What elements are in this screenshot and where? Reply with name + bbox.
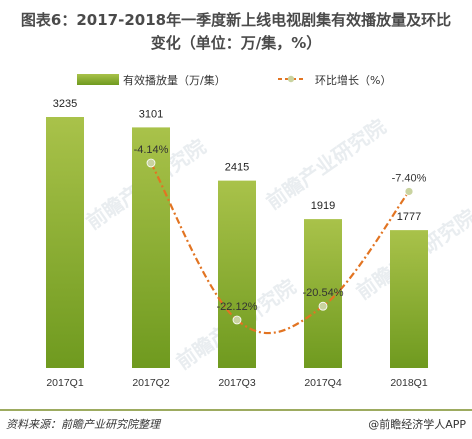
footer-brand: @前瞻经济学人APP (368, 417, 466, 431)
bar-value-label: 2415 (225, 162, 249, 174)
growth-marker-2017Q2 (146, 158, 156, 168)
legend-bar-swatch (77, 74, 119, 85)
growth-marker-2017Q4 (318, 301, 328, 311)
data-labels: 3235 3101 2415 1919 1777 -4.14% -22.12% -20.54%… (53, 98, 427, 313)
growth-value-label: -7.40% (392, 172, 427, 184)
legend-line-label: 环比增长（%） (315, 73, 391, 87)
x-tick-label: 2018Q1 (390, 377, 428, 389)
legend: 有效播放量（万/集） 环比增长（%） (77, 73, 391, 87)
bars (46, 117, 428, 368)
growth-value-label: -20.54% (303, 287, 344, 299)
bar-value-label: 3101 (139, 108, 163, 120)
growth-value-label: -4.14% (134, 144, 169, 156)
growth-line (146, 158, 414, 335)
bar-2017Q1 (46, 117, 84, 368)
x-axis: 2017Q1 2017Q2 2017Q3 2017Q4 2018Q1 (46, 377, 428, 389)
legend-line-marker (287, 75, 295, 83)
legend-bar-label: 有效播放量（万/集） (123, 73, 226, 87)
chart-title-line-1: 图表6：2017-2018年一季度新上线电视剧集有效播放量及环比 (21, 11, 451, 29)
bar-value-label: 1777 (397, 211, 421, 223)
growth-marker-2017Q3 (232, 315, 242, 325)
x-tick-label: 2017Q2 (132, 377, 170, 389)
footer-source: 资料来源：前瞻产业研究院整理 (6, 418, 162, 431)
bar-value-label: 1919 (311, 200, 335, 212)
x-tick-label: 2017Q4 (304, 377, 342, 389)
bar-value-label: 3235 (53, 98, 77, 110)
bar-2017Q4 (304, 219, 342, 368)
x-tick-label: 2017Q3 (218, 377, 256, 389)
growth-value-label: -22.12% (217, 301, 258, 313)
growth-line-path (150, 162, 410, 335)
bar-2017Q3 (218, 180, 256, 368)
bar-2017Q2 (132, 127, 170, 368)
chart-title-line-2: 变化（单位：万/集，%） (151, 34, 322, 52)
x-tick-label: 2017Q1 (46, 377, 84, 389)
growth-marker-2018Q1 (404, 187, 414, 196)
bar-2018Q1 (390, 230, 428, 368)
